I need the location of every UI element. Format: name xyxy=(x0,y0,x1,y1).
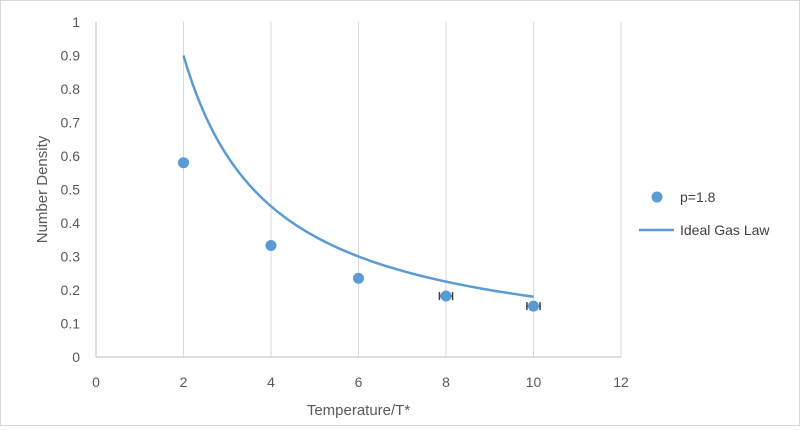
ideal-gas-law-curve xyxy=(182,55,534,298)
legend-label-scatter: p=1.8 xyxy=(680,189,716,205)
x-axis-title: Temperature/T* xyxy=(307,402,411,419)
grid xyxy=(183,22,622,357)
y-tick-label: 0.2 xyxy=(61,282,81,298)
y-tick-label: 1 xyxy=(72,14,80,30)
plot-area xyxy=(178,55,541,312)
y-tick-label: 0.1 xyxy=(61,316,81,332)
y-tick-label: 0.3 xyxy=(61,249,81,265)
legend: p=1.8 Ideal Gas Law xyxy=(639,189,770,238)
legend-marker-scatter xyxy=(651,191,663,203)
x-tick-label: 4 xyxy=(267,374,275,390)
x-tick-label: 12 xyxy=(613,374,629,390)
y-tick-label: 0.4 xyxy=(61,215,81,231)
x-tick-label: 8 xyxy=(442,374,450,390)
y-tick-label: 0.9 xyxy=(61,48,81,64)
x-tick-label: 0 xyxy=(92,374,100,390)
data-point xyxy=(528,300,539,312)
legend-label-line: Ideal Gas Law xyxy=(680,222,770,238)
y-tick-label: 0.6 xyxy=(61,148,81,164)
data-point xyxy=(178,157,189,169)
data-point xyxy=(440,290,452,302)
y-axis-title: Number Density xyxy=(34,135,51,243)
y-tick-label: 0.5 xyxy=(61,182,81,198)
y-tick-label: 0.8 xyxy=(61,81,81,97)
x-tick-label: 6 xyxy=(355,374,363,390)
x-tick-label: 10 xyxy=(526,374,542,390)
data-point xyxy=(265,239,277,251)
axes: 00.10.20.30.40.50.60.70.80.910 2 4 6 8 10 12 xyxy=(61,14,629,390)
x-tick-label: 2 xyxy=(180,374,188,390)
y-tick-label: 0 xyxy=(72,349,80,365)
data-point xyxy=(353,272,364,284)
y-tick-label: 0.7 xyxy=(61,115,81,131)
